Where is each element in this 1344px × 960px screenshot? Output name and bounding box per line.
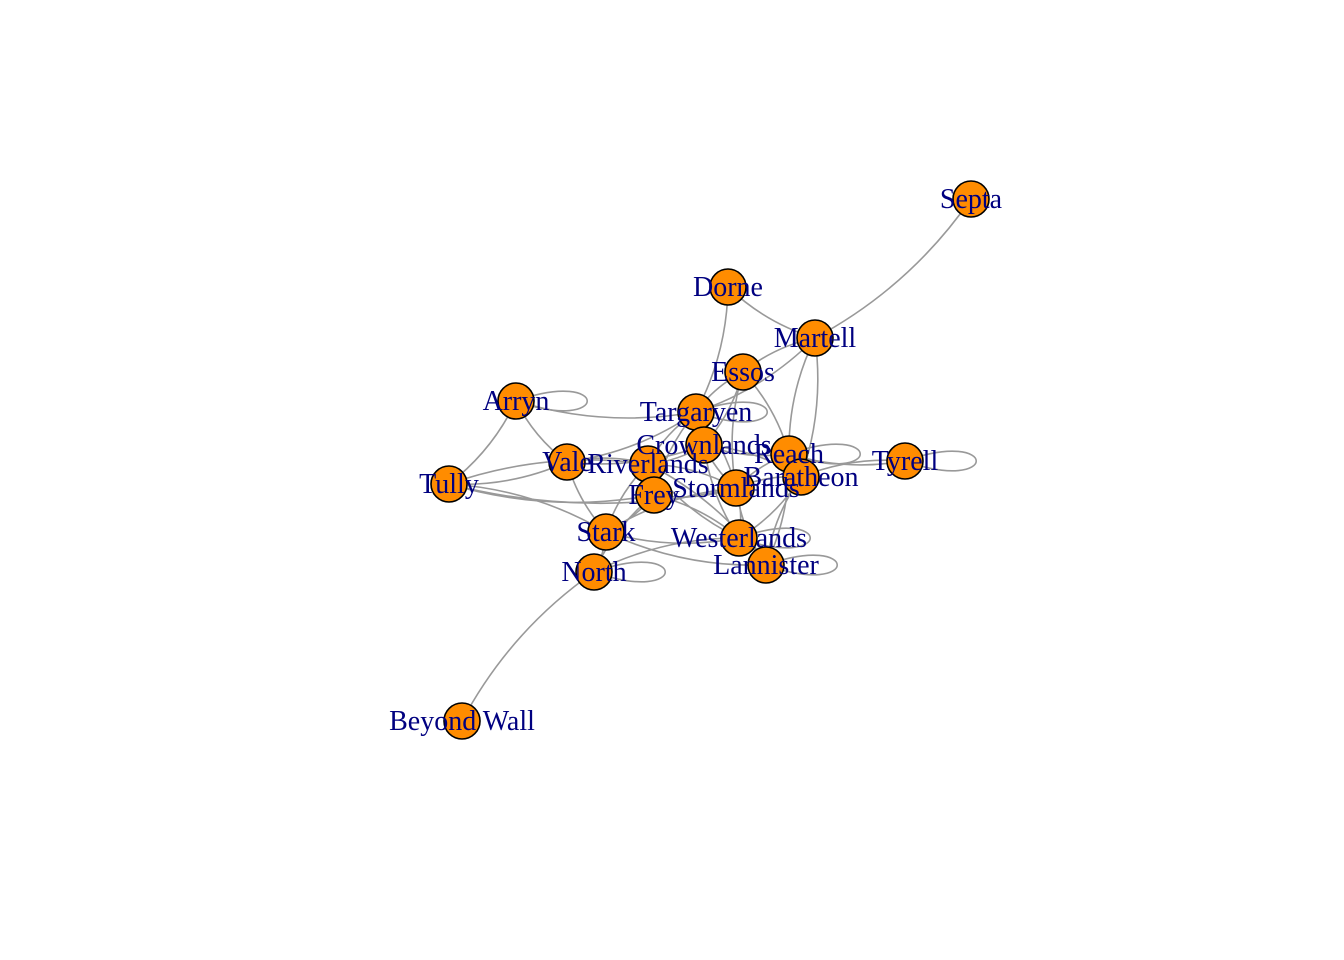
node-lannister[interactable]	[747, 546, 785, 584]
node-label-dorne: Dorne	[693, 272, 763, 303]
self-loop-reach	[788, 443, 861, 465]
self-loop-layer	[515, 390, 977, 583]
node-label-stark: Stark	[576, 517, 635, 548]
node-label-stormlands: Stormlands	[672, 473, 800, 504]
node-label-riverlands: Riverlands	[587, 449, 708, 480]
edge-north-beyond_wall	[461, 571, 595, 722]
node-stark[interactable]	[587, 513, 625, 551]
node-label-vale: Vale	[542, 447, 592, 478]
node-frey[interactable]	[635, 476, 673, 514]
node-baratheon[interactable]	[782, 458, 820, 496]
edge-riverlands-tully	[448, 459, 649, 485]
node-label-lannister: Lannister	[713, 550, 819, 581]
node-tully[interactable]	[430, 465, 468, 503]
node-dorne[interactable]	[709, 268, 747, 306]
node-tyrell[interactable]	[886, 442, 924, 480]
node-label-arryn: Arryn	[483, 386, 550, 417]
self-loop-tyrell	[904, 450, 977, 472]
edge-septa-martell	[814, 198, 972, 339]
node-label-crownlands: Crownlands	[636, 430, 771, 461]
node-vale[interactable]	[548, 443, 586, 481]
node-label-baratheon: Baratheon	[743, 462, 858, 493]
node-label-reach: Reach	[754, 439, 824, 470]
self-loop-arryn	[515, 390, 588, 412]
self-loop-targaryen	[695, 401, 768, 423]
node-label-tyrell: Tyrell	[872, 446, 939, 477]
node-septa[interactable]	[952, 180, 990, 218]
node-label-tully: Tully	[419, 469, 479, 500]
node-beyond_wall[interactable]	[443, 702, 481, 740]
node-label-targaryen: Targaryen	[640, 397, 753, 428]
self-loop-lannister	[765, 554, 838, 576]
self-loop-north	[593, 561, 666, 583]
node-label-martell: Martell	[774, 323, 857, 354]
node-crownlands[interactable]	[685, 426, 723, 464]
node-label-westerlands: Westerlands	[671, 523, 807, 554]
self-loop-westerlands	[738, 527, 811, 549]
node-label-septa: Septa	[940, 184, 1003, 215]
node-label-north: North	[561, 557, 626, 588]
node-stormlands[interactable]	[717, 469, 755, 507]
node-arryn[interactable]	[497, 382, 535, 420]
node-label-frey: Frey	[628, 480, 679, 511]
node-essos[interactable]	[724, 353, 762, 391]
node-label-beyond_wall: Beyond Wall	[389, 706, 535, 737]
edge-stark-lannister	[605, 531, 767, 566]
edge-tully-stormlands	[448, 483, 737, 505]
node-north[interactable]	[575, 553, 613, 591]
node-label-essos: Essos	[711, 357, 775, 388]
node-layer	[430, 180, 990, 740]
node-westerlands[interactable]	[720, 519, 758, 557]
node-martell[interactable]	[796, 319, 834, 357]
